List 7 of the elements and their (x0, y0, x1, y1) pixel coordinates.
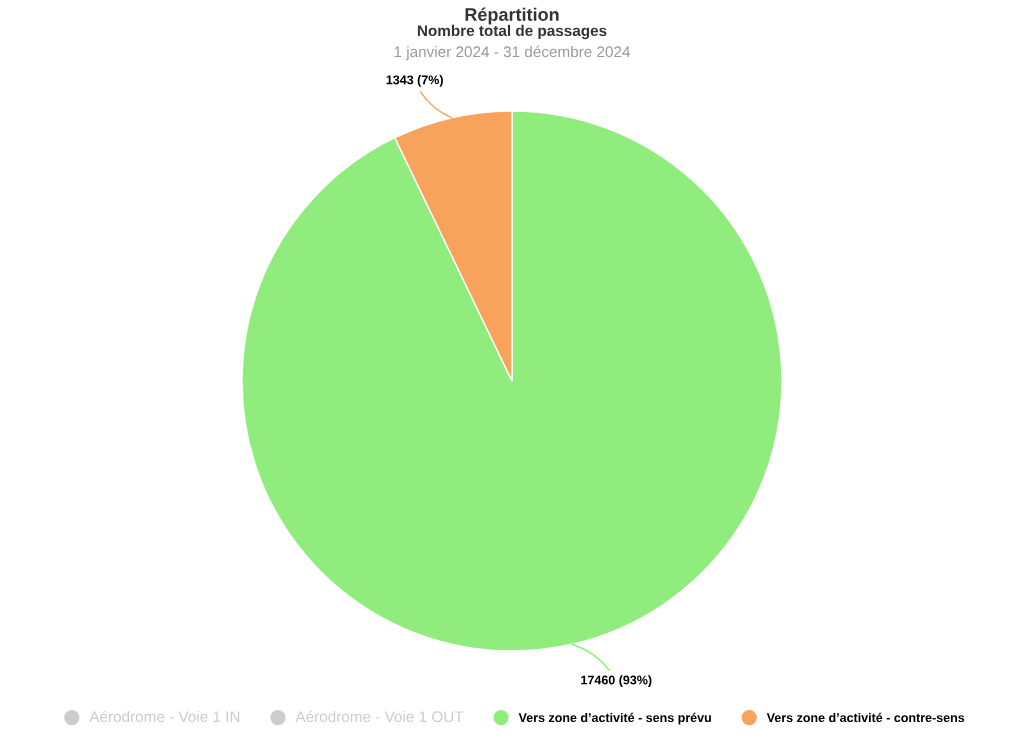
chart-subtitle: Nombre total de passages (417, 24, 607, 40)
text: 1 janvier 2024 - 31 décembre 2024 (394, 45, 631, 61)
legend-label: Vers zone d’activité - sens prévu (518, 712, 711, 725)
data-label: 1343 (7%) (386, 75, 443, 87)
data-label: 17460 (93%) (581, 675, 652, 687)
chart-title: Répartition (465, 7, 559, 25)
legend-label: Vers zone d’activité - contre-sens (766, 712, 965, 723)
